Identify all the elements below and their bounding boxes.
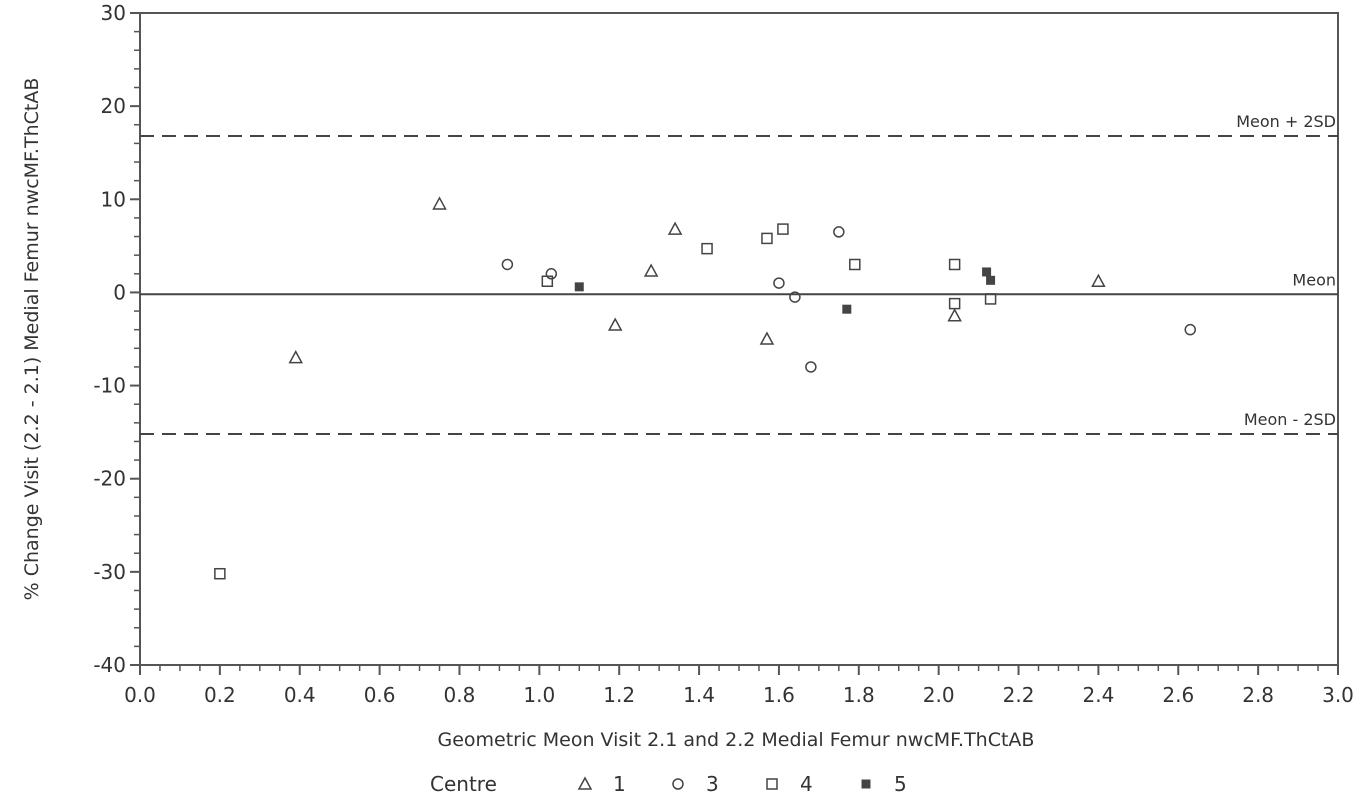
data-point (947, 308, 962, 322)
data-point (545, 268, 558, 280)
data-point (849, 258, 861, 271)
reference-line-label: Meon + 2SD (1236, 112, 1336, 131)
data-point (574, 282, 584, 292)
reference-lines: Meon + 2SD Meon Meon - 2SD (140, 112, 1338, 436)
data-point (1091, 273, 1106, 288)
plot-frame (139, 12, 1339, 666)
data-point (948, 297, 961, 310)
x-tick-label: 1.6 (763, 683, 795, 707)
y-axis-title: % Change Visit (2.2 - 2.1) Medial Femur … (21, 78, 43, 601)
y-tick-label: 0 (113, 280, 126, 304)
y-tick-label: -30 (93, 560, 126, 584)
data-point (288, 350, 304, 364)
y-tick-label: 10 (101, 187, 126, 211)
data-point (948, 258, 961, 271)
x-tick-label: 1.0 (523, 683, 555, 707)
legend-label: 3 (706, 772, 719, 796)
data-point (761, 232, 773, 245)
data-point (501, 258, 514, 271)
data-point (833, 226, 845, 238)
x-tick-label: 0.0 (124, 683, 156, 707)
x-tick-label: 0.8 (444, 683, 476, 707)
legend-marker (861, 779, 871, 789)
data-point (984, 293, 997, 305)
legend-marker (766, 778, 778, 790)
x-tick-label: 1.8 (843, 683, 875, 707)
x-tick-label: 1.4 (683, 683, 715, 707)
data-point (541, 275, 554, 288)
x-tick-label: 0.4 (284, 683, 316, 707)
legend-title: Centre (430, 772, 497, 796)
y-tick-label: -20 (93, 467, 126, 491)
y-tick-label: -40 (93, 653, 126, 677)
data-point (607, 317, 623, 331)
y-tick-label: 30 (101, 1, 126, 25)
reference-line-label: Meon (1292, 270, 1336, 289)
x-tick-label: 0.6 (364, 683, 396, 707)
axes: 0.0 0.2 0.4 0.6 0.8 1.0 1.2 1.4 1.6 1.8 2.0 2.2 2.4 2… (93, 1, 1354, 707)
x-tick-label: 1.2 (603, 683, 635, 707)
data-point (701, 242, 713, 255)
x-tick-label: 2.4 (1082, 683, 1114, 707)
legend-marker (577, 776, 593, 790)
legend-marker (672, 778, 684, 790)
data-point (986, 275, 996, 285)
data-point (667, 221, 683, 235)
data-point (982, 267, 992, 277)
legend-label: 5 (894, 772, 907, 796)
data-point (842, 304, 852, 314)
x-tick-label: 0.2 (204, 683, 236, 707)
data-point (777, 223, 789, 235)
data-point (805, 361, 817, 373)
data-point (1184, 323, 1196, 336)
x-tick-label: 3.0 (1322, 683, 1354, 707)
data-point (432, 196, 447, 210)
data-point (773, 277, 785, 289)
x-axis-title: Geometric Meon Visit 2.1 and 2.2 Medial … (438, 729, 1035, 751)
data-point (214, 567, 226, 580)
legend-label: 1 (613, 772, 626, 796)
x-tick-label: 2.0 (923, 683, 955, 707)
data-points (214, 196, 1196, 580)
data-point (643, 263, 659, 277)
y-tick-label: 20 (101, 94, 126, 118)
legend-label: 4 (800, 772, 813, 796)
x-tick-label: 2.2 (1003, 683, 1035, 707)
data-point (789, 291, 801, 303)
legend: Centre 1 3 4 5 (430, 772, 907, 796)
x-tick-label: 2.6 (1162, 683, 1194, 707)
data-point (759, 331, 775, 345)
reference-line-label: Meon - 2SD (1244, 410, 1336, 429)
x-tick-label: 2.8 (1242, 683, 1274, 707)
y-tick-label: -10 (93, 374, 126, 398)
